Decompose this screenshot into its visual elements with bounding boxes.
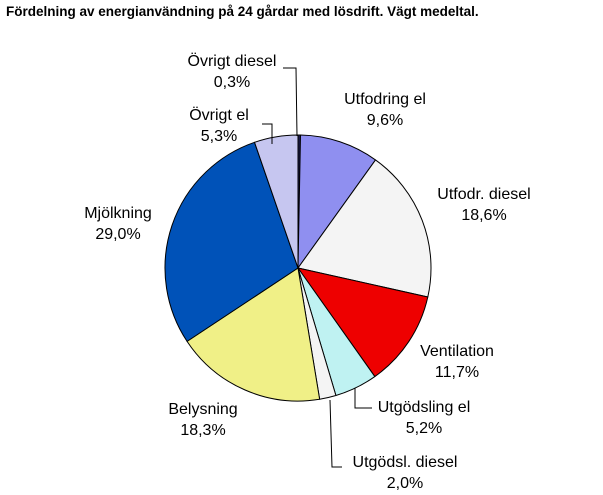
slice-name-label-1: Övrigt diesel xyxy=(188,52,277,70)
slice-name-label-7: Belysning xyxy=(168,401,237,418)
slice-value-label-7: 18,3% xyxy=(180,422,225,439)
pie-slice-7 xyxy=(186,267,321,402)
slice-name-label-8: Mjölkning xyxy=(84,205,152,222)
slice-name-label-6: Utgödsl. diesel xyxy=(353,454,458,471)
slice-name-label-5: Utgödsling el xyxy=(378,399,471,416)
leader-line-6 xyxy=(329,399,342,468)
slice-value-label-8: 29,0% xyxy=(95,226,140,243)
pie-slices xyxy=(164,134,432,402)
slice-name-label-4: Ventilation xyxy=(420,343,494,360)
pie-slice-9 xyxy=(254,134,299,269)
pie-slice-2 xyxy=(297,134,376,269)
leader-line-9 xyxy=(262,123,273,144)
slice-value-label-4: 11,7% xyxy=(435,364,479,381)
slice-value-label-6: 2,0% xyxy=(387,475,423,492)
slice-labels: Övrigt diesel 0,3% Utfodring el 9,6% Utfodr.… xyxy=(84,52,530,492)
slice-value-label-9: 5,3% xyxy=(201,128,237,145)
pie-slice-8 xyxy=(164,141,299,342)
slice-value-label-3: 18,6% xyxy=(461,207,506,224)
slice-name-label-2: Utfodring el xyxy=(344,91,426,108)
slice-value-label-5: 5,2% xyxy=(406,420,442,437)
slice-value-label-1: 0,3% xyxy=(214,74,250,91)
pie-slice-4 xyxy=(297,267,429,378)
leader-line-1 xyxy=(283,67,298,137)
slice-name-label-9: Övrigt el xyxy=(189,106,249,124)
slice-value-label-2: 9,6% xyxy=(367,112,403,129)
chart-title: Fördelning av energianvändning på 24 går… xyxy=(6,4,479,19)
pie-slice-3 xyxy=(297,159,432,298)
leader-lines xyxy=(262,67,372,468)
leader-line-5 xyxy=(354,388,372,409)
slice-name-label-3: Utfodr. diesel xyxy=(437,186,530,203)
